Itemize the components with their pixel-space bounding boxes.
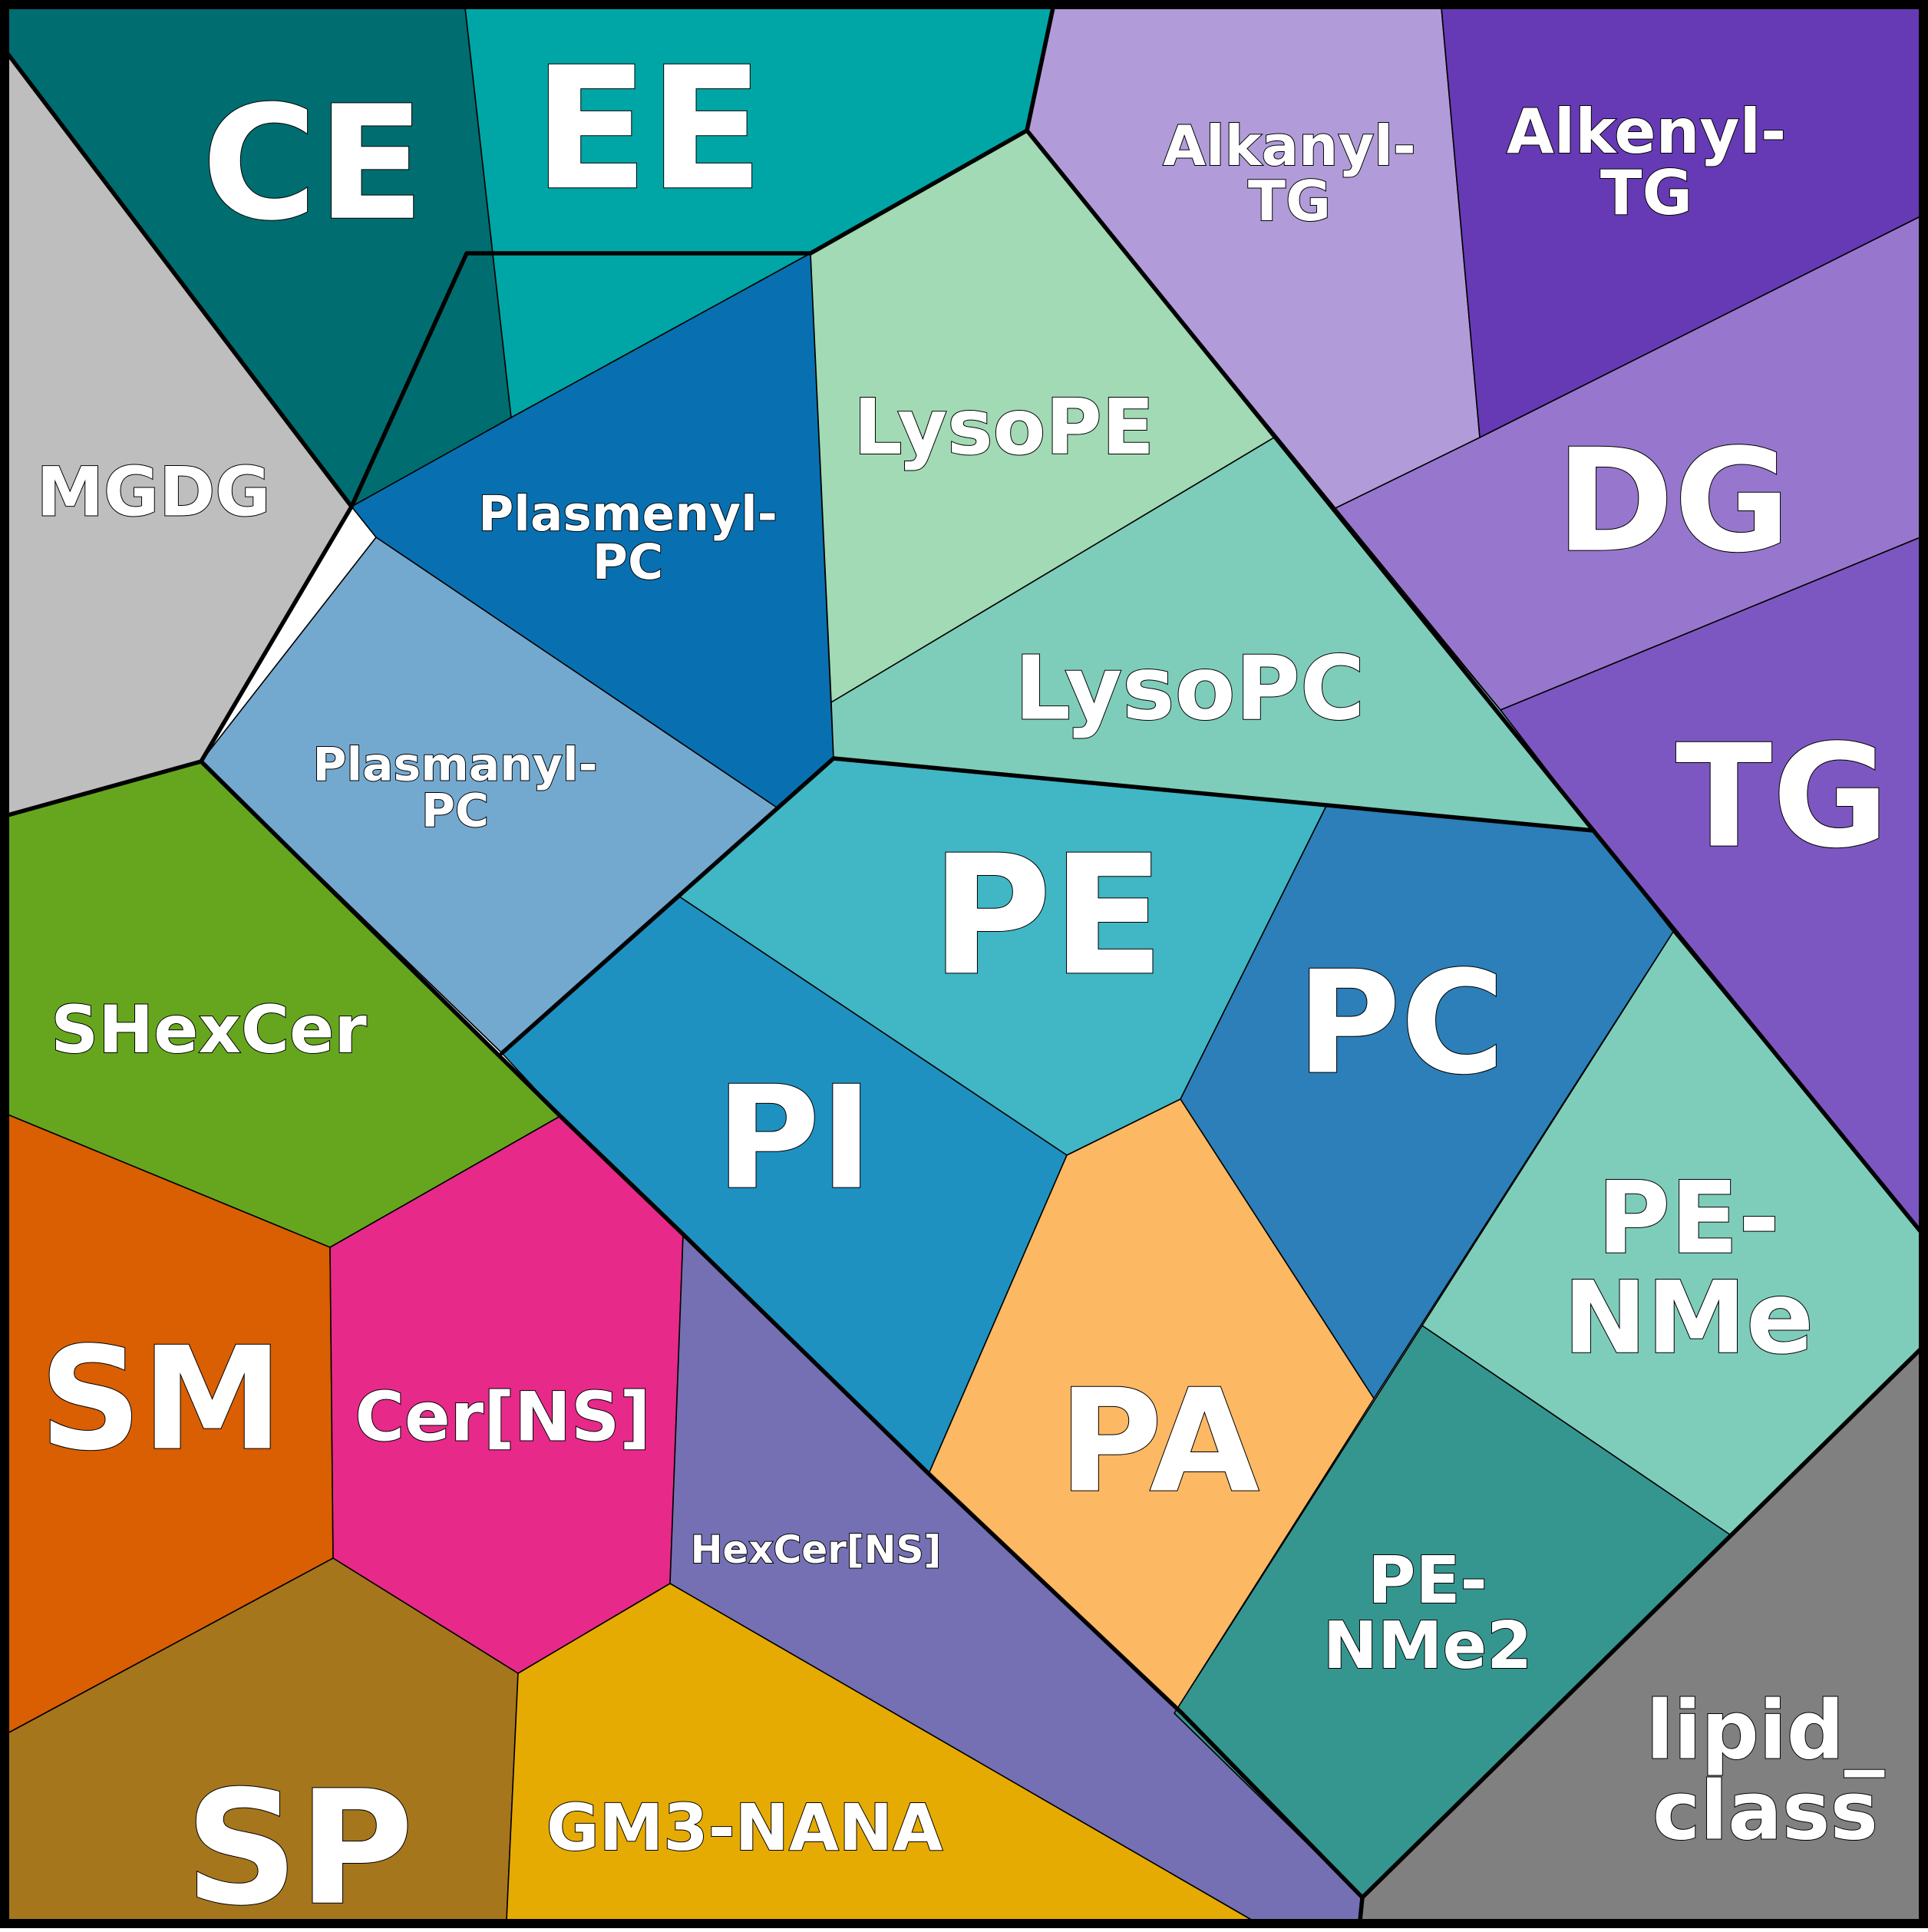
cell-label-line: class [1652, 1764, 1878, 1858]
cell-pa [928, 1098, 1375, 1714]
cell-label-line: Cer[NS] [355, 1378, 650, 1457]
cell-label-pe: PE [931, 819, 1164, 1012]
cell-label-line: EE [533, 31, 764, 227]
cell-label-tg: TG [1675, 714, 1889, 880]
cell-label-ce: CE [202, 73, 424, 256]
cell-label-line: SM [39, 1316, 282, 1482]
cell-label-line: PC [1296, 940, 1504, 1106]
cell-label-mgdg: MGDG [36, 453, 270, 532]
cell-label-line: DG [1556, 418, 1790, 584]
cell-label-plasmanyl-pc: Plasmanyl-PC [312, 738, 597, 838]
cell-label-dg: DG [1556, 418, 1790, 584]
cell-label-line: LysoPE [853, 382, 1154, 472]
cell-label-line: SP [185, 1758, 414, 1928]
cell-label-shexcer: SHexCer [51, 992, 367, 1068]
cell-label-cer-ns: Cer[NS] [355, 1378, 650, 1457]
cell-label-line: PC [593, 534, 663, 590]
cell-label-pa: PA [1058, 1359, 1259, 1524]
cell-label-line: NMe2 [1323, 1608, 1533, 1684]
cell-label-line: Alkanyl- [1163, 114, 1416, 178]
cells-layer [7, 7, 1921, 1921]
cell-label-line: PE- [1368, 1543, 1487, 1619]
cell-label-pc: PC [1296, 940, 1504, 1106]
cell-label-line: Alkenyl- [1507, 96, 1786, 167]
cell-label-line: PC [421, 784, 489, 838]
cell-label-line: lipid_ [1646, 1683, 1885, 1777]
group-borders [5, 5, 1923, 1923]
cell-label-line: SHexCer [51, 992, 367, 1068]
cell-label-line: PE [931, 819, 1164, 1012]
cell-label-pe-nme: PE-NMe [1563, 1160, 1814, 1376]
cell-label-line: TG [1248, 169, 1331, 233]
cell-label-lysope: LysoPE [853, 382, 1154, 472]
cell-label-line: LysoPC [1015, 637, 1365, 740]
cell-label-line: PA [1058, 1359, 1259, 1524]
cell-label-pe-nme2: PE-NMe2 [1323, 1543, 1533, 1684]
cell-label-line: TG [1600, 157, 1692, 229]
cell-label-line: PI [716, 1055, 873, 1221]
cell-label-lipid-class: lipid_ class [1646, 1683, 1885, 1858]
cell-label-pi: PI [716, 1055, 873, 1221]
cell-label-line: Plasmenyl- [478, 486, 777, 542]
cell-label-line: MGDG [36, 453, 270, 532]
cell-label-sm: SM [39, 1316, 282, 1482]
cell-label-line: CE [202, 73, 424, 256]
cell-label-line: NMe [1563, 1260, 1814, 1376]
cell-label-line: GM3-NANA [546, 1790, 943, 1865]
cell-label-hexcer-ns: HexCer[NS] [691, 1527, 942, 1572]
cell-label-sp: SP [185, 1758, 414, 1928]
cell-label-ee: EE [533, 31, 764, 227]
cell-label-plasmenyl-pc: Plasmenyl-PC [478, 486, 777, 590]
cell-label-line: Plasmanyl- [312, 738, 597, 792]
cell-label-lysopc: LysoPC [1015, 637, 1365, 740]
cell-label-alkanyl-tg: Alkanyl-TG [1163, 114, 1416, 233]
cell-label-alkenyl-tg: Alkenyl-TG [1507, 96, 1786, 229]
cell-label-gm3-nana: GM3-NANA [546, 1790, 943, 1865]
cell-label-line: PE- [1597, 1160, 1780, 1276]
cell-label-line: HexCer[NS] [691, 1527, 942, 1572]
cell-label-line: TG [1675, 714, 1889, 880]
